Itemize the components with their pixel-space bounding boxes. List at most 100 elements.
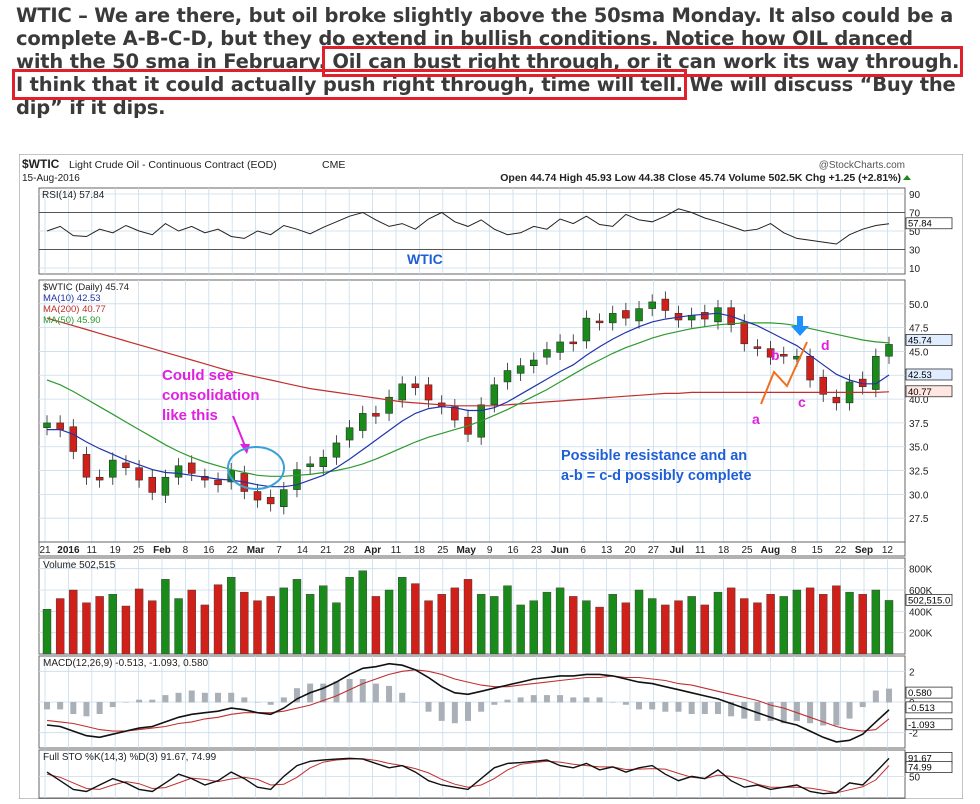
volume-bar [608,594,617,655]
macd-histogram-bar [583,697,590,703]
macd-histogram-bar [70,702,77,714]
volume-bar [582,600,591,655]
volume-bar [187,589,196,655]
candle [109,459,117,478]
candle [608,313,617,324]
rsi-badge: 57.84 [908,219,932,230]
macd-histogram-bar [833,702,840,726]
price-tick-label: 50.0 [909,300,929,311]
volume-bar [174,598,183,655]
x-tick-label: Aug [761,545,780,556]
price-legend-entry: MA(200) 40.77 [43,304,106,315]
x-tick-label: Jun [551,545,569,556]
article-line-4-end: We will discuss “Buy the [682,73,956,96]
price-legend-entry: MA(50) 45.90 [43,315,101,326]
candle [372,413,380,417]
annotation-arrow [232,415,246,447]
macd-histogram-bar [188,690,195,703]
volume-bar [779,596,788,655]
macd-tick-label: -2 [909,729,918,740]
volume-bar [411,583,420,655]
candle [885,344,893,357]
x-tick-label: 25 [133,545,145,556]
x-tick-label: 16 [203,545,215,556]
x-tick-label: 19 [110,545,122,556]
rsi-tick-label: 30 [909,246,921,257]
article-line-4: I think that it could actually push righ… [12,69,966,100]
candle [174,465,183,478]
volume-legend: Volume 502,515 [43,560,116,571]
down-arrow-icon-stem [797,316,803,326]
volume-bar [161,579,170,655]
macd-histogram-bar [820,702,827,726]
volume-tick-label: 600K [909,586,933,597]
volume-bar [253,600,262,655]
macd-histogram-bar [636,702,643,710]
macd-histogram-bar [543,695,550,703]
macd-histogram-bar [859,702,866,708]
volume-bar [832,585,841,655]
candle [359,413,367,431]
macd-histogram-bar [478,702,485,712]
x-tick-label: 23 [531,545,543,556]
chart-date: 15-Aug-2016 [22,173,80,184]
x-tick-label: 15 [812,545,824,556]
stoch-k-line [46,757,890,795]
volume-bar [398,577,407,655]
down-arrow-icon [791,326,809,336]
macd-signal-line [46,669,890,732]
macd-histogram-bar [886,688,892,703]
volume-bar [384,589,394,655]
x-tick-label: Mar [247,545,265,556]
candle [622,310,630,319]
annotation-point-a: a [752,411,760,427]
annotation-consolidation: like this [162,407,218,424]
annotation-resistance: a-b = c-d possibly complete [561,468,752,484]
macd-histogram-bar [372,683,379,703]
volume-bar [55,598,65,655]
x-tick-label: 13 [601,545,613,556]
candle [516,365,525,374]
volume-bar [595,606,604,655]
x-tick-label: 25 [437,545,449,556]
macd-histogram-bar [741,702,748,719]
macd-badge-box [905,718,953,731]
candle [766,348,775,358]
candle [595,320,604,324]
candle [187,462,196,474]
macd-histogram-bar [451,702,458,724]
price-badge: 40.77 [908,387,932,398]
annotation-circle [227,446,285,490]
rsi-tick-label: 70 [909,209,921,220]
volume-bar [740,598,749,655]
candle [806,355,814,381]
candle [411,383,420,388]
x-tick-label: Apr [364,545,381,556]
volume-bar [845,591,854,655]
annotation-point-c: c [798,394,806,410]
macd-histogram-bar [662,702,669,712]
macd-histogram-bar [530,695,537,703]
macd-badge: -1.093 [908,720,935,731]
volume-bar [529,600,538,655]
rsi-badge-box [905,217,953,230]
price-badge-box [905,368,953,381]
macd-histogram-bar [872,690,879,703]
x-tick-label: 18 [414,545,426,556]
annotation-point-d: d [821,337,830,353]
annotation-consolidation: consolidation [162,387,260,404]
volume-bar [476,594,486,655]
x-tick-label: 18 [718,545,730,556]
rsi-tick-label: 90 [909,190,921,201]
candle [135,467,143,481]
macd-badge-box [905,686,953,699]
x-tick-label: 11 [87,545,98,556]
candle [306,463,314,467]
volume-bar [792,589,802,655]
volume-bar [871,589,881,655]
macd-histogram-bar [96,702,103,714]
article-text: WTIC – We are there, but oil broke sligh… [12,4,966,119]
volume-bar [82,602,91,655]
candle [385,396,393,414]
macd-histogram-bar [254,702,261,703]
